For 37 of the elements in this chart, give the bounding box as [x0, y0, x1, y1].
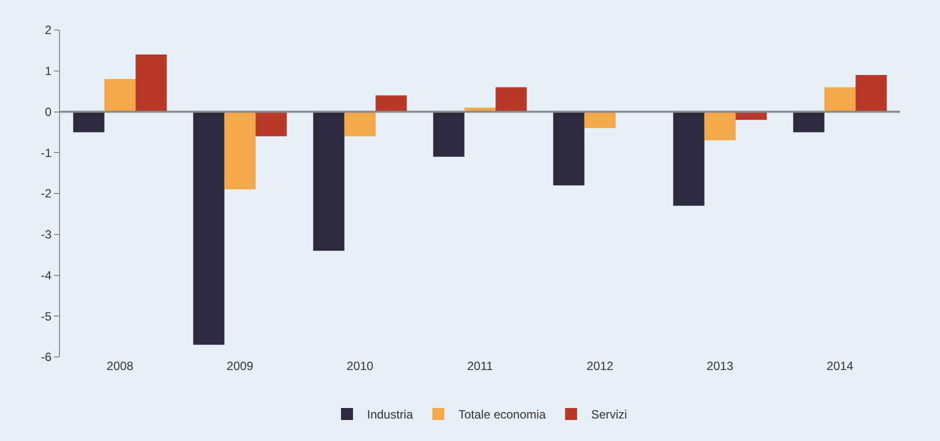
bar [584, 112, 616, 128]
legend-label: Totale economia [458, 408, 546, 422]
bar [856, 74, 887, 112]
bar [496, 87, 527, 112]
bar [793, 112, 824, 132]
bar [344, 112, 376, 136]
y-tick-label: 2 [44, 23, 52, 38]
bar [553, 112, 584, 186]
y-tick-label: 1 [44, 64, 52, 78]
y-tick-label: -1 [40, 146, 52, 160]
y-tick-label: -2 [40, 186, 52, 201]
x-tick-label: 2012 [586, 359, 614, 373]
bar [313, 112, 344, 251]
y-tick-label: -5 [40, 309, 52, 324]
bar [136, 54, 167, 112]
bar [224, 112, 256, 190]
x-tick-label: 2013 [706, 359, 734, 373]
y-tick-label: 0 [44, 104, 52, 119]
bar [256, 112, 287, 136]
bar [376, 95, 407, 112]
bar [193, 112, 224, 345]
bar [104, 79, 136, 112]
x-tick-label: 2009 [226, 359, 254, 373]
y-tick-label: -4 [40, 268, 52, 282]
x-tick-label: 2010 [346, 359, 374, 373]
bar [704, 112, 736, 140]
bar [433, 112, 464, 157]
legend-label: Industria [367, 408, 414, 422]
bar [73, 112, 104, 132]
bar [673, 112, 704, 206]
y-tick-label: -6 [40, 350, 52, 364]
bar [824, 87, 856, 112]
y-tick-label: -3 [40, 228, 52, 242]
x-tick-label: 2011 [467, 359, 494, 373]
x-tick-label: 2014 [826, 359, 854, 373]
x-tick-label: 2008 [106, 359, 134, 373]
legend-label: Servizi [591, 408, 628, 422]
